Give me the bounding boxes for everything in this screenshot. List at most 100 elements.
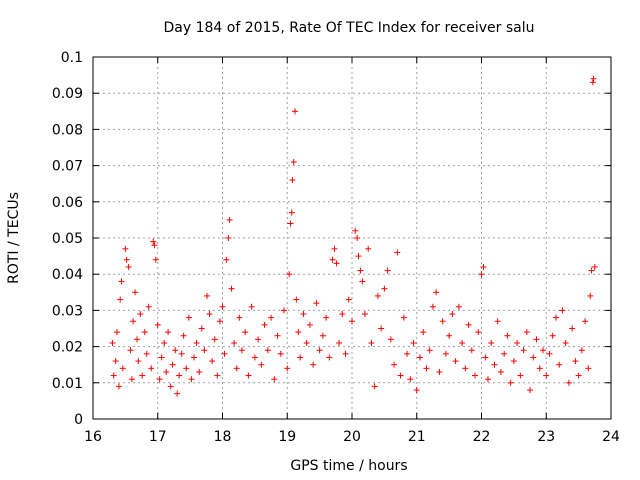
data-point: [176, 372, 183, 379]
data-point: [433, 289, 440, 296]
y-tick-label: 0.06: [52, 195, 83, 211]
data-point: [459, 339, 466, 346]
data-point: [582, 318, 589, 325]
data-point: [365, 245, 372, 252]
data-point: [188, 376, 195, 383]
data-point: [271, 376, 278, 383]
data-point: [416, 354, 423, 361]
data-point: [510, 358, 517, 365]
x-tick-label: 24: [602, 429, 620, 445]
data-point: [342, 350, 349, 357]
data-point: [517, 372, 524, 379]
data-point: [590, 75, 597, 82]
data-point: [387, 336, 394, 343]
data-point: [527, 387, 534, 394]
data-point: [198, 325, 205, 332]
data-point: [135, 358, 142, 365]
data-point: [221, 350, 228, 357]
data-point: [333, 260, 340, 267]
data-point: [357, 267, 364, 274]
data-point: [562, 339, 569, 346]
data-point: [478, 271, 485, 278]
y-tick-label: 0.08: [52, 122, 83, 138]
data-point: [137, 311, 144, 318]
data-point: [161, 339, 168, 346]
data-point: [436, 368, 443, 375]
data-point: [449, 311, 456, 318]
data-point: [339, 311, 346, 318]
data-point: [326, 354, 333, 361]
data-point: [591, 263, 598, 270]
data-point: [139, 372, 146, 379]
y-tick-label: 0.03: [52, 303, 83, 319]
data-point: [501, 350, 508, 357]
data-point: [397, 372, 404, 379]
data-point: [439, 318, 446, 325]
y-tick-label: 0.1: [61, 50, 83, 66]
data-point: [549, 332, 556, 339]
y-tick-label: 0.02: [52, 340, 83, 356]
data-point: [316, 347, 323, 354]
data-point: [134, 336, 141, 343]
data-point: [178, 350, 185, 357]
data-point: [132, 289, 139, 296]
data-point: [118, 278, 125, 285]
data-point: [214, 372, 221, 379]
data-point: [497, 368, 504, 375]
data-point: [277, 350, 284, 357]
chart-title: Day 184 of 2015, Rate Of TEC Index for r…: [163, 20, 534, 36]
data-point: [110, 372, 117, 379]
data-point: [361, 311, 368, 318]
data-point: [174, 390, 181, 397]
x-tick-label: 22: [473, 429, 491, 445]
data-point: [540, 347, 547, 354]
data-point: [323, 314, 330, 321]
data-point: [274, 332, 281, 339]
x-tick-label: 17: [149, 429, 167, 445]
data-point: [368, 339, 375, 346]
data-point: [117, 296, 124, 303]
data-point: [154, 321, 161, 328]
data-point: [410, 339, 417, 346]
data-point: [163, 368, 170, 375]
data-point: [231, 339, 238, 346]
data-point: [426, 347, 433, 354]
data-point: [420, 329, 427, 336]
data-point: [201, 347, 208, 354]
data-point: [394, 249, 401, 256]
data-point: [130, 318, 137, 325]
data-point: [520, 347, 527, 354]
data-point: [128, 376, 135, 383]
y-tick-label: 0.04: [52, 267, 83, 283]
data-point: [378, 325, 385, 332]
data-point: [442, 350, 449, 357]
y-tick-label: 0.01: [52, 376, 83, 392]
data-point: [119, 365, 126, 372]
data-point: [255, 336, 262, 343]
data-point: [536, 365, 543, 372]
data-point: [462, 365, 469, 372]
y-axis-ticks: 0 0.01 0.02 0.03 0.04 0.05 0.06 0.07 0.08 0.09 0.1: [52, 50, 611, 428]
y-tick-label: 0.09: [52, 86, 83, 102]
data-point: [400, 314, 407, 321]
x-tick-label: 21: [408, 429, 426, 445]
data-point: [165, 329, 172, 336]
x-tick-label: 16: [84, 429, 102, 445]
data-point: [286, 271, 293, 278]
y-tick-label: 0: [74, 412, 83, 428]
data-point: [446, 332, 453, 339]
data-point: [143, 350, 150, 357]
data-point: [381, 285, 388, 292]
data-point: [336, 339, 343, 346]
data-point: [407, 376, 414, 383]
data-point: [374, 292, 381, 299]
data-point: [354, 235, 361, 241]
data-point: [546, 350, 553, 357]
data-point: [452, 358, 459, 365]
x-axis-ticks: 16 17 18 19 20 21 22 23 24: [84, 57, 620, 445]
data-point: [371, 383, 378, 390]
data-point: [565, 379, 572, 386]
data-point: [465, 321, 472, 328]
data-point: [238, 347, 245, 354]
data-point: [543, 372, 550, 379]
